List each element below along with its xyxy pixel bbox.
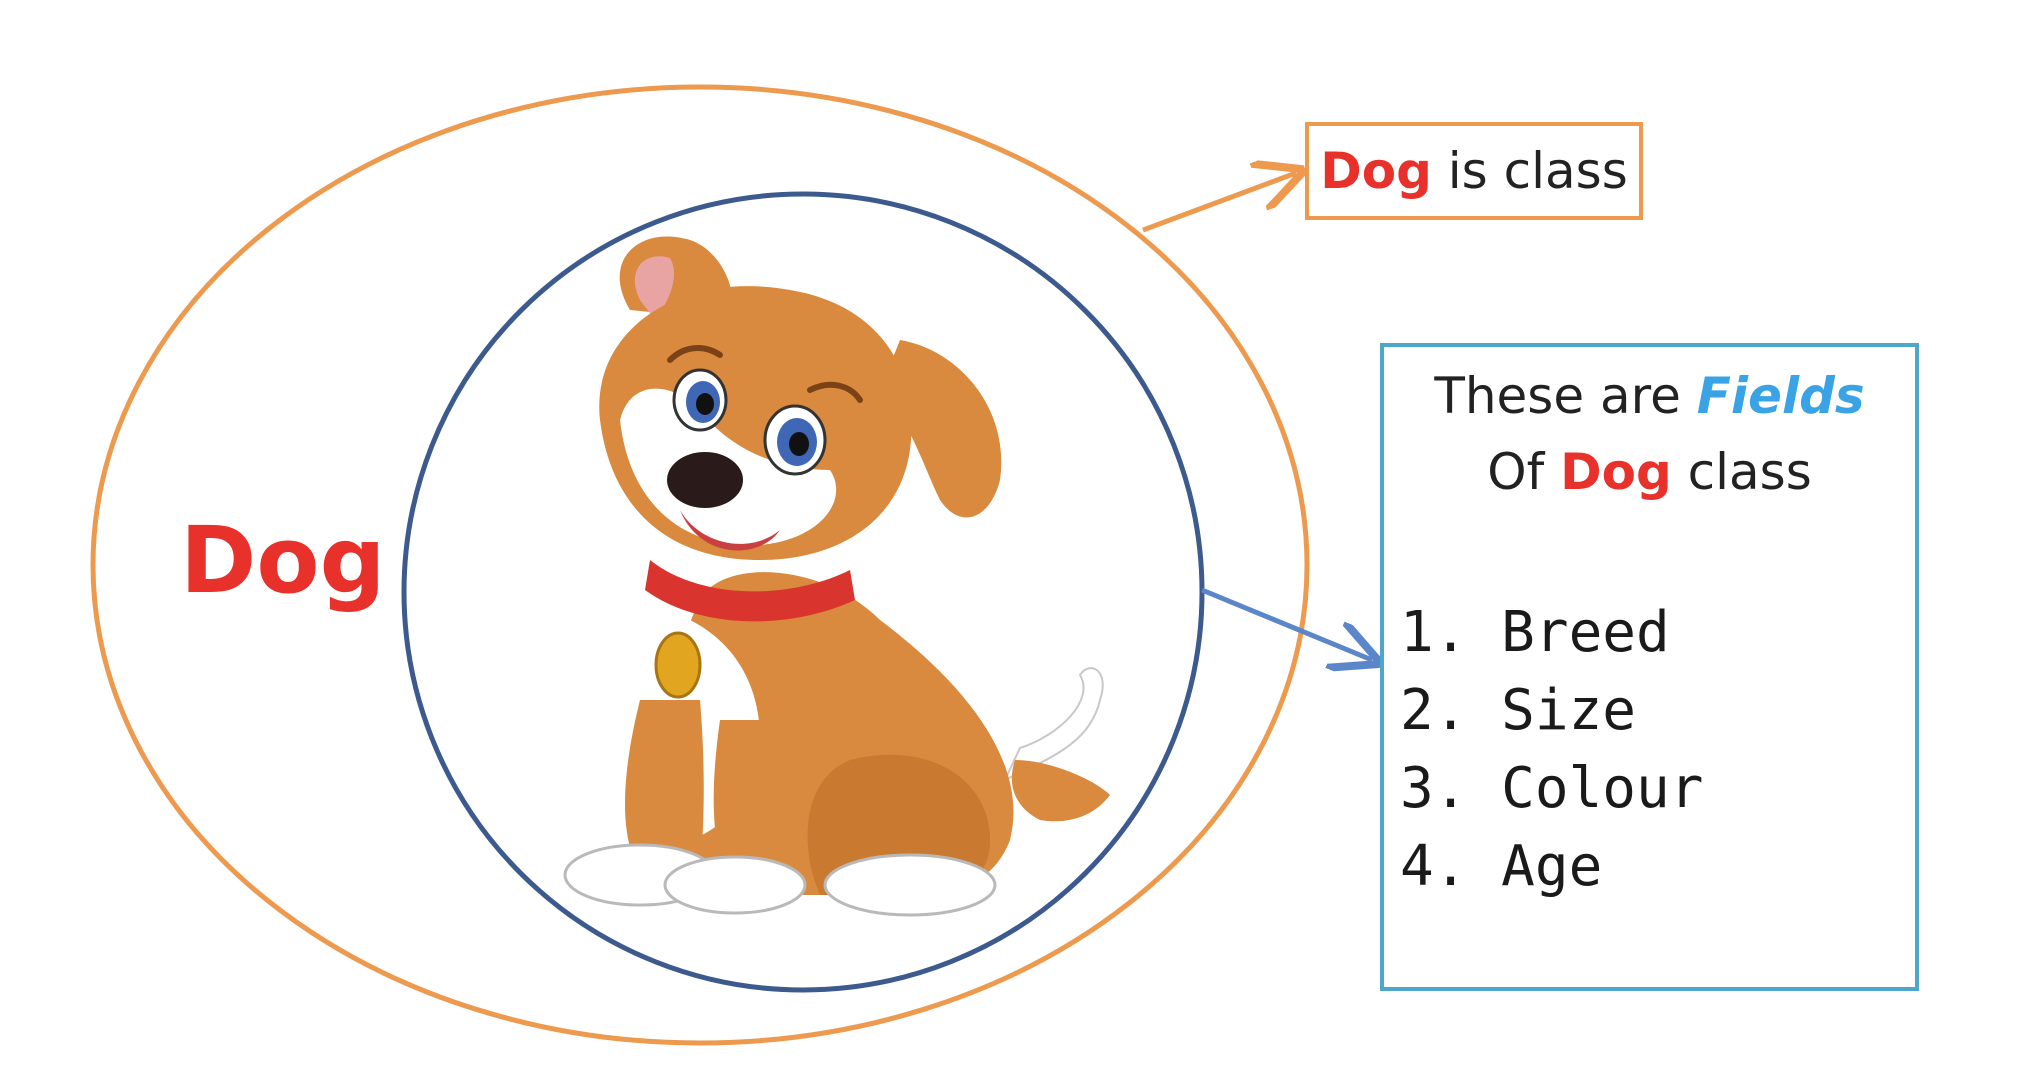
fields-heading-line2: Of Dog class [1384, 447, 1915, 497]
fields-heading-line1: These are Fields [1384, 371, 1915, 421]
field-item: 4. Age [1400, 834, 1603, 899]
puppy-illustration [563, 236, 1110, 917]
fields-heading-highlight: Fields [1696, 367, 1865, 425]
fields-heading-class-name: Dog [1560, 443, 1672, 501]
class-callout-highlight: Dog [1320, 142, 1432, 200]
class-callout-text: is class [1431, 142, 1628, 200]
fields-list: 1. Breed 2. Size 3. Colour 4. Age [1400, 594, 1703, 906]
fields-arrow [1201, 587, 1372, 660]
fields-heading-of: Of [1487, 443, 1561, 501]
fields-callout-box: These are Fields Of Dog class 1. Breed 2… [1380, 343, 1919, 991]
fields-heading-suffix: class [1671, 443, 1812, 501]
class-arrow [1142, 173, 1296, 233]
field-item: 1. Breed [1400, 600, 1670, 665]
class-callout-box: Dog is class [1305, 122, 1643, 220]
fields-heading-prefix: These are [1434, 367, 1697, 425]
field-item: 2. Size [1400, 678, 1637, 743]
field-item: 3. Colour [1400, 756, 1704, 821]
class-name-label: Dog [180, 507, 386, 614]
class-ellipse [90, 84, 1310, 1046]
